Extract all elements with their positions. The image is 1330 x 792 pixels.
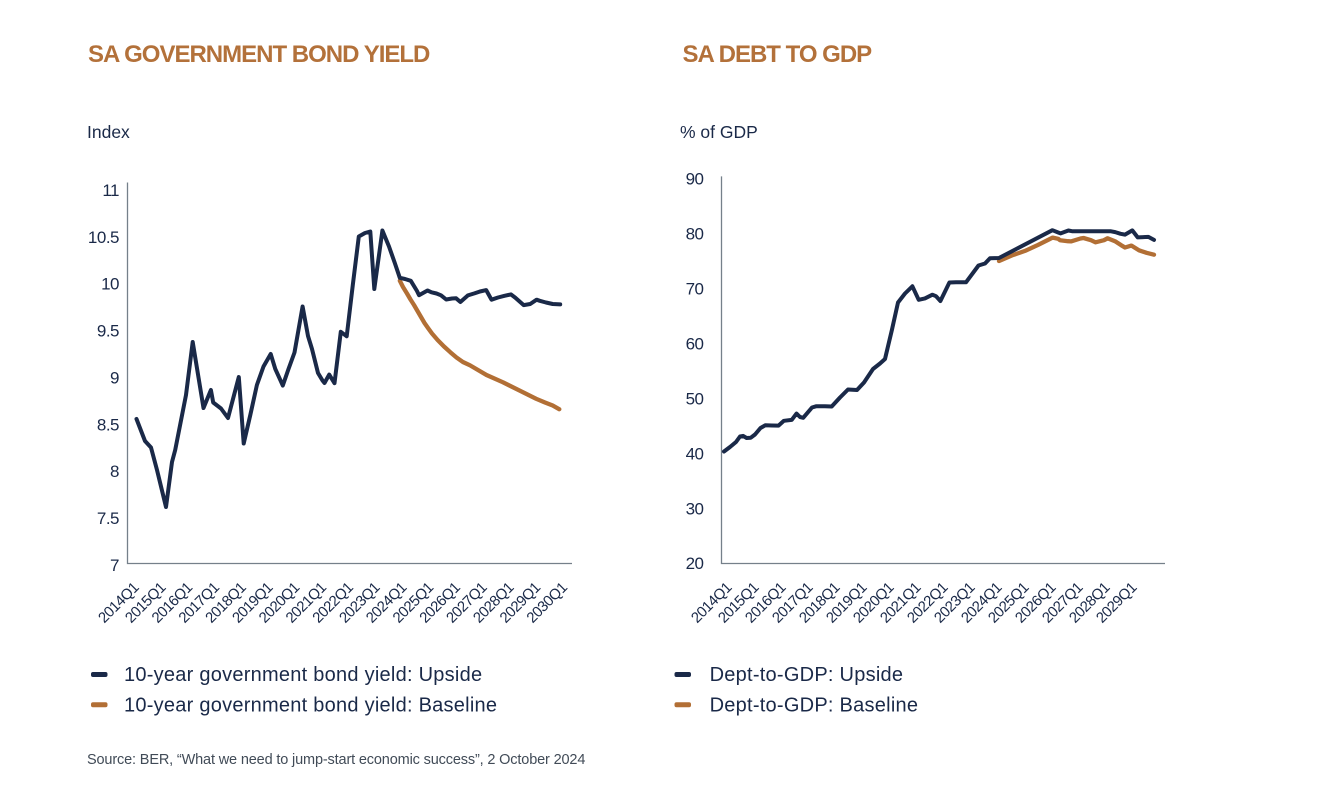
- svg-text:Dept-to-GDP: Baseline: Dept-to-GDP: Baseline: [710, 694, 919, 716]
- svg-text:40: 40: [686, 444, 704, 463]
- svg-text:80: 80: [686, 225, 704, 244]
- svg-text:SA GOVERNMENT BOND YIELD: SA GOVERNMENT BOND YIELD: [88, 41, 430, 68]
- svg-text:90: 90: [686, 170, 704, 189]
- svg-text:Index: Index: [87, 122, 130, 142]
- svg-text:10-year government bond yield:: 10-year government bond yield: Upside: [124, 664, 482, 686]
- svg-text:10.5: 10.5: [88, 228, 119, 247]
- svg-text:30: 30: [686, 499, 704, 518]
- svg-text:8: 8: [110, 462, 119, 481]
- svg-text:60: 60: [686, 334, 704, 353]
- svg-text:7: 7: [110, 556, 119, 575]
- svg-text:% of GDP: % of GDP: [680, 122, 758, 142]
- svg-text:Dept-to-GDP: Upside: Dept-to-GDP: Upside: [710, 664, 904, 686]
- svg-text:20: 20: [686, 554, 704, 573]
- svg-text:10: 10: [101, 275, 119, 294]
- svg-text:9.5: 9.5: [97, 322, 119, 341]
- svg-text:8.5: 8.5: [97, 415, 119, 434]
- svg-text:10-year government bond yield:: 10-year government bond yield: Baseline: [124, 694, 497, 716]
- svg-text:50: 50: [686, 389, 704, 408]
- svg-text:9: 9: [110, 368, 119, 387]
- svg-text:Source: BER, “What we need to: Source: BER, “What we need to jump-start…: [87, 752, 585, 768]
- svg-text:7.5: 7.5: [97, 509, 119, 528]
- svg-text:70: 70: [686, 279, 704, 298]
- svg-text:SA DEBT TO GDP: SA DEBT TO GDP: [683, 41, 873, 68]
- svg-text:11: 11: [102, 181, 119, 200]
